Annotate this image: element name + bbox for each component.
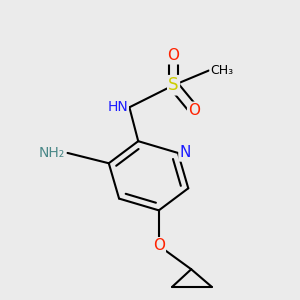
Text: NH₂: NH₂ [38, 146, 64, 160]
Text: O: O [168, 48, 180, 63]
Text: O: O [153, 238, 165, 253]
Text: HN: HN [107, 100, 128, 114]
Text: CH₃: CH₃ [210, 64, 233, 77]
Text: O: O [188, 103, 200, 118]
Text: N: N [179, 146, 191, 160]
Text: S: S [168, 76, 179, 94]
